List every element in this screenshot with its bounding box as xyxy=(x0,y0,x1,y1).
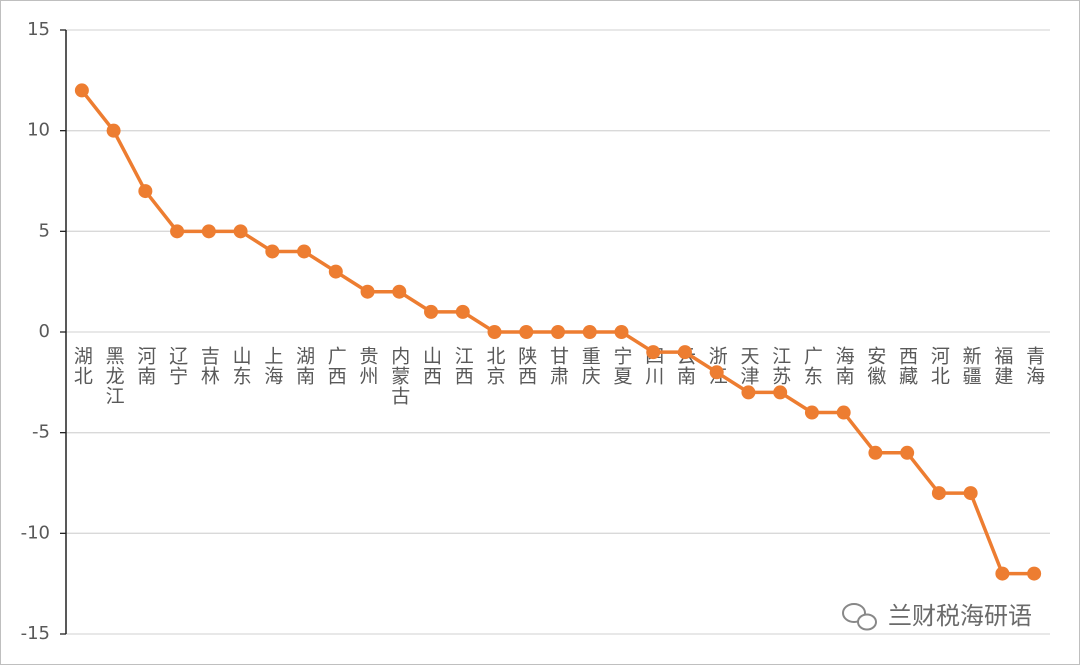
y-tick-label: -5 xyxy=(32,422,50,443)
marker xyxy=(677,345,692,360)
marker xyxy=(582,325,597,339)
marker xyxy=(963,486,978,501)
x-tick-label: 河北 xyxy=(928,346,950,386)
y-tick-label: 15 xyxy=(27,19,50,40)
x-tick-label: 江西 xyxy=(452,346,474,386)
x-tick-label: 海南 xyxy=(833,346,855,386)
marker xyxy=(297,244,312,259)
x-tick-label: 天津 xyxy=(737,346,759,386)
marker xyxy=(804,405,819,420)
x-tick-label: 山西 xyxy=(420,346,442,386)
x-tick-label: 湖南 xyxy=(293,346,315,386)
x-tick-label: 重庆 xyxy=(579,346,601,386)
marker xyxy=(551,325,565,339)
x-tick-label: 江苏 xyxy=(769,346,791,386)
marker xyxy=(455,304,470,319)
x-tick-label: 湖北 xyxy=(71,346,93,386)
x-tick-label: 西藏 xyxy=(896,346,918,386)
x-tick-label: 内蒙古 xyxy=(388,346,410,406)
watermark: 兰财税海研语 xyxy=(888,602,1032,630)
marker xyxy=(995,566,1010,581)
x-tick-label: 宁夏 xyxy=(610,346,632,386)
marker xyxy=(614,325,629,339)
marker xyxy=(201,224,216,239)
marker xyxy=(392,284,407,299)
x-tick-label: 安徽 xyxy=(864,346,886,386)
marker xyxy=(74,83,89,98)
y-tick-label: 5 xyxy=(39,220,50,241)
y-tick-label: 0 xyxy=(39,321,50,342)
marker xyxy=(328,264,343,279)
marker xyxy=(265,244,280,259)
marker xyxy=(741,385,756,400)
x-tick-label: 黑龙江 xyxy=(103,346,125,406)
x-tick-label: 福建 xyxy=(991,346,1013,386)
marker xyxy=(773,385,788,400)
x-tick-label: 陕西 xyxy=(515,346,537,386)
x-tick-label: 山东 xyxy=(230,346,252,386)
x-tick-label: 广东 xyxy=(801,346,823,386)
x-tick-label: 吉林 xyxy=(198,346,220,386)
marker xyxy=(138,184,153,199)
x-tick-label: 上海 xyxy=(261,346,283,386)
x-tick-label: 北京 xyxy=(484,346,506,386)
marker xyxy=(868,445,883,460)
marker xyxy=(233,224,248,239)
x-tick-label: 河南 xyxy=(134,346,156,386)
marker xyxy=(106,123,121,138)
marker xyxy=(487,325,502,339)
marker xyxy=(900,445,915,460)
x-tick-label: 青海 xyxy=(1023,346,1045,386)
watermark-icon xyxy=(842,603,877,631)
x-tick-label: 广西 xyxy=(325,346,347,386)
marker xyxy=(931,486,946,501)
marker xyxy=(646,345,661,360)
x-tick-label: 新疆 xyxy=(960,346,982,386)
x-tick-label: 甘肃 xyxy=(547,346,569,386)
y-tick-label: -15 xyxy=(21,623,50,644)
y-tick-label: 10 xyxy=(27,120,50,141)
marker xyxy=(519,325,534,339)
x-tick-label: 贵州 xyxy=(357,346,379,386)
y-tick-label: -10 xyxy=(21,522,50,543)
marker xyxy=(1027,566,1042,581)
marker xyxy=(836,405,851,420)
marker xyxy=(170,224,185,239)
x-tick-label: 辽宁 xyxy=(166,346,188,386)
marker xyxy=(424,304,439,319)
marker xyxy=(360,284,375,299)
marker xyxy=(709,365,724,380)
